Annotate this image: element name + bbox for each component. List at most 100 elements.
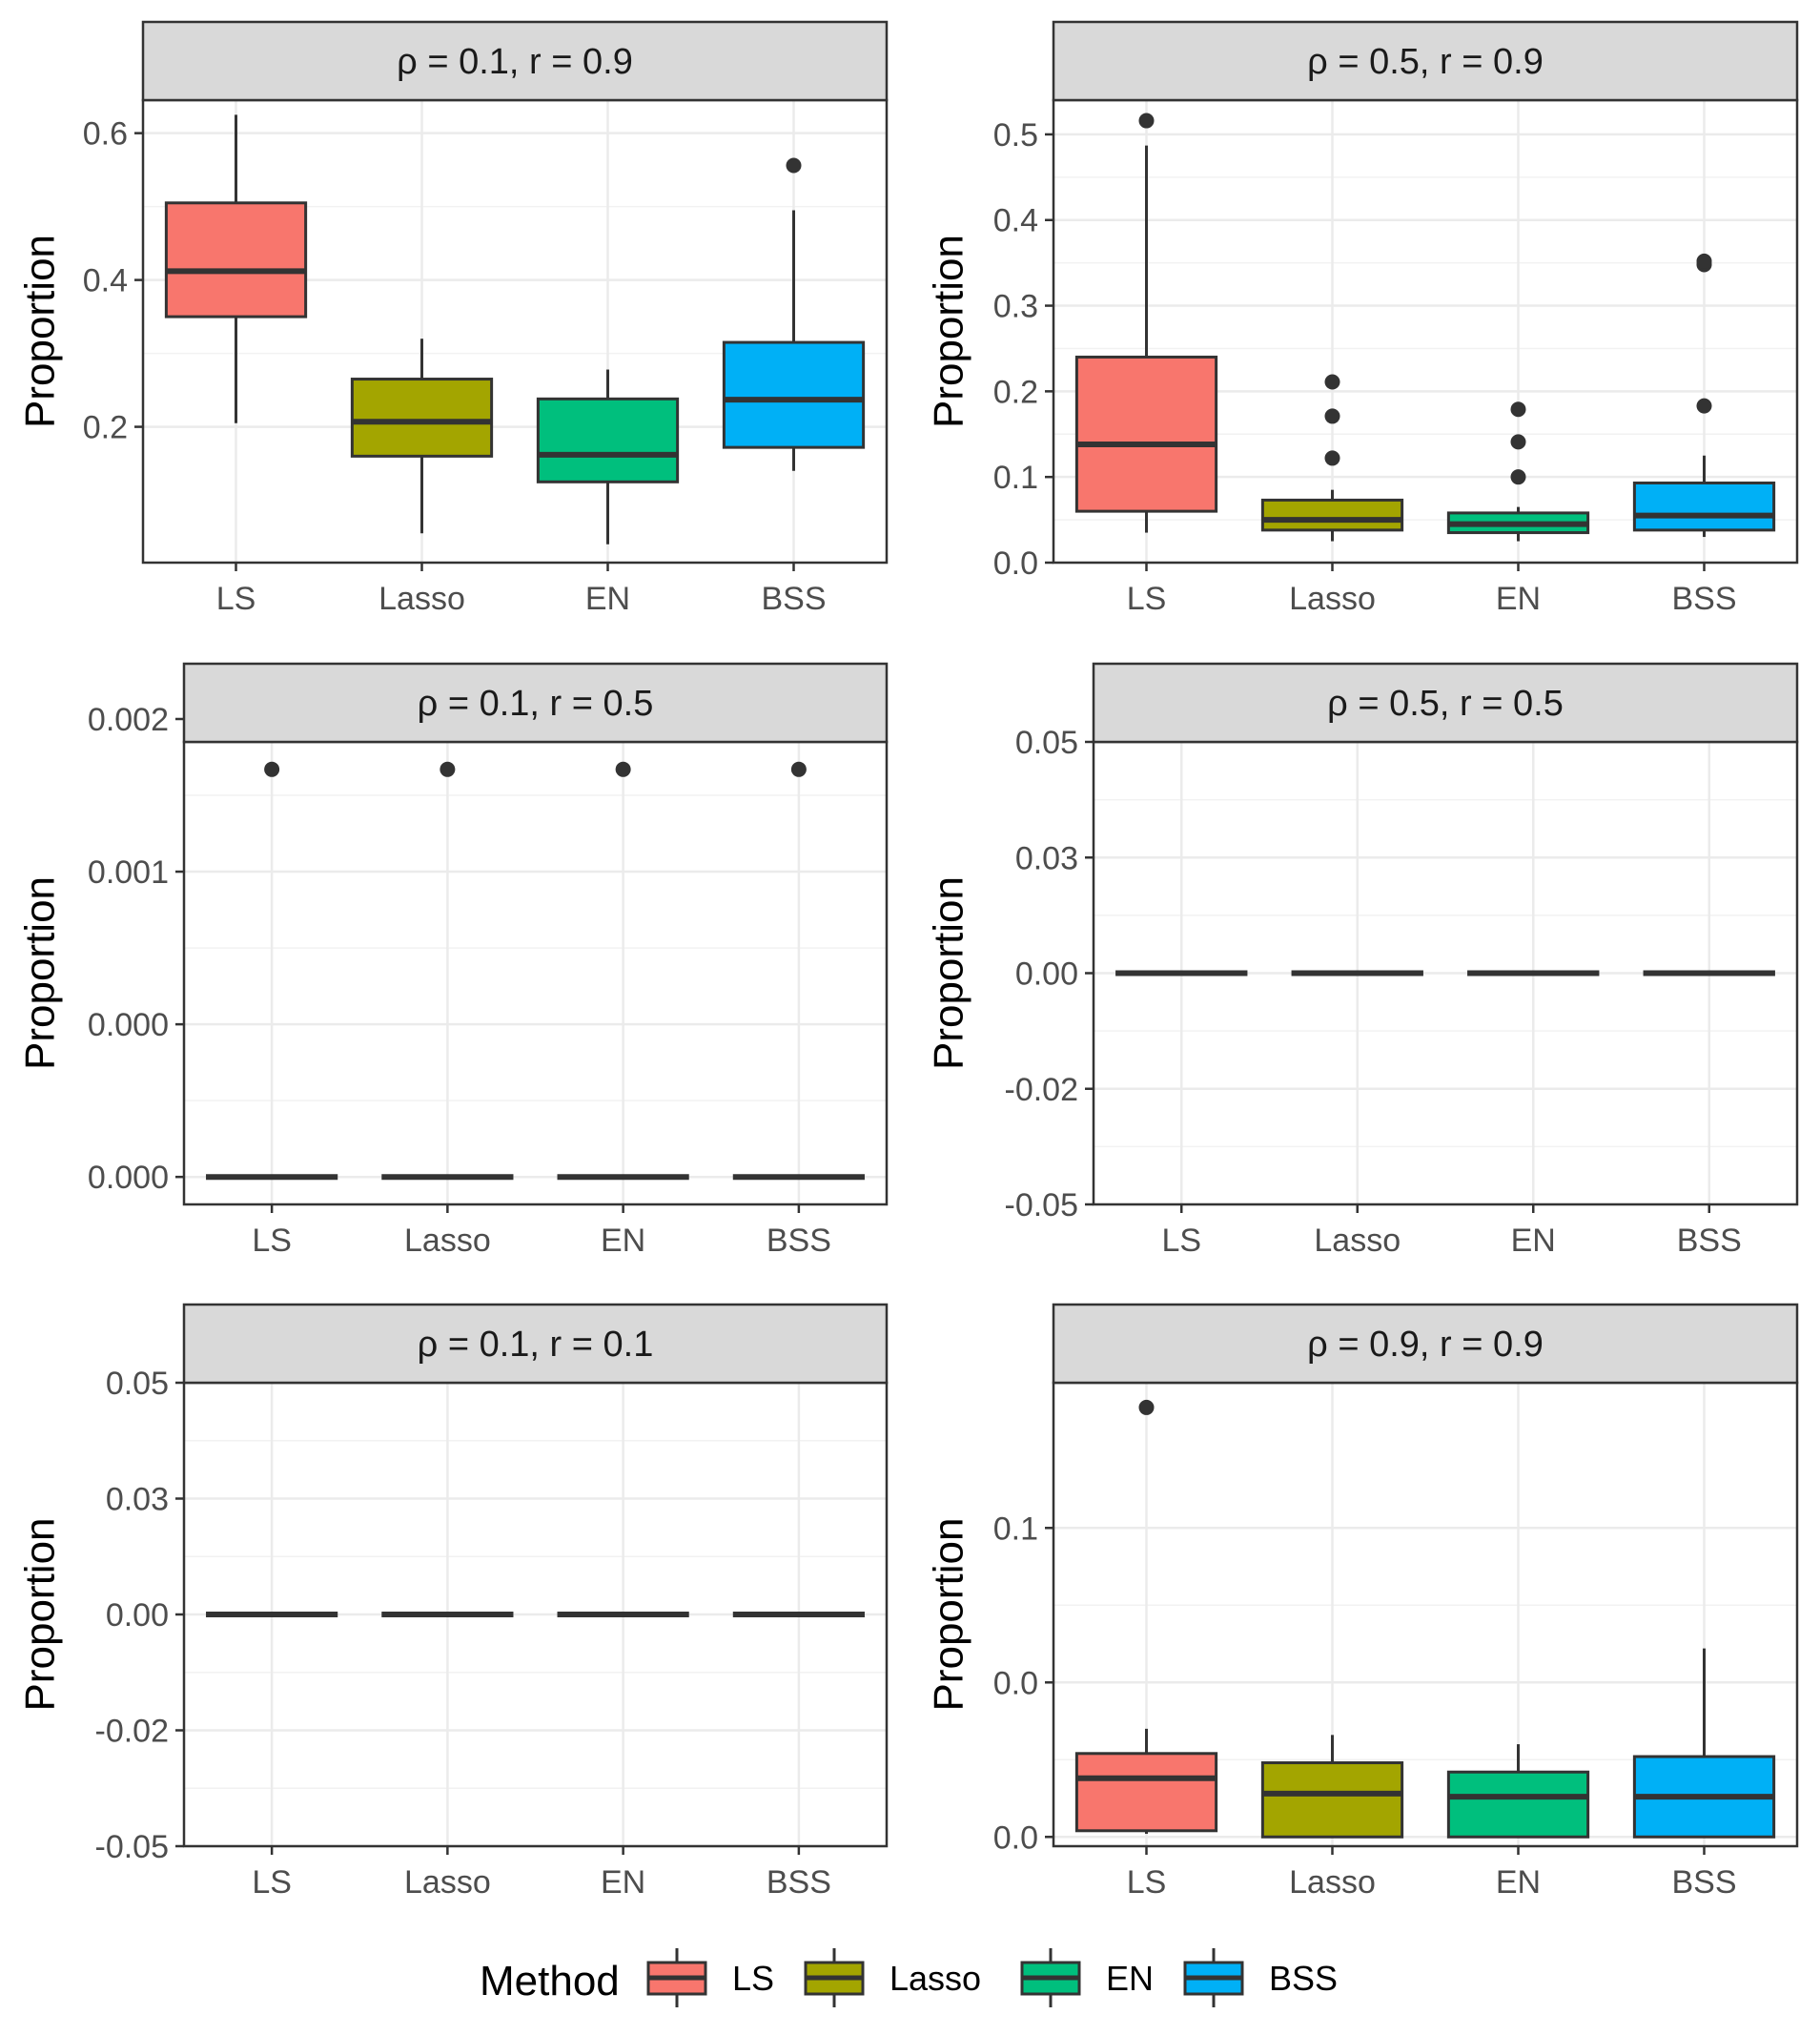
box-ls [164, 114, 308, 423]
facet-panel-6: ρ = 0.9, r = 0.9 0.0 0.0 0.1 LS Lasso EN BSS Pro… [926, 1303, 1799, 1901]
box-ls [1074, 113, 1218, 533]
y-tick-label: 0.03 [1015, 840, 1078, 876]
outlier-point [1324, 450, 1340, 466]
box-iqr [536, 397, 680, 483]
y-tick-label: 0.000 [88, 1007, 169, 1043]
legend-label-en: EN [1106, 1959, 1154, 1998]
y-tick-label: -0.05 [95, 1829, 170, 1865]
box-iqr [1260, 498, 1404, 532]
strip-background [1052, 1303, 1799, 1385]
x-tick-label-lasso: Lasso [404, 1864, 491, 1901]
legend-key-lasso: Lasso [804, 1948, 981, 2007]
y-axis-title: Proportion [926, 235, 972, 428]
y-axis-title: Proportion [926, 876, 972, 1070]
outlier-point [1696, 398, 1712, 414]
box-iqr [164, 201, 308, 319]
box-en [1446, 1744, 1590, 1839]
outlier-point [786, 157, 802, 174]
y-tick-label: 0.001 [88, 854, 169, 891]
legend-label-bss: BSS [1269, 1959, 1338, 1998]
box-lasso [1260, 374, 1404, 542]
strip-label: ρ = 0.9, r = 0.9 [1307, 1325, 1544, 1365]
x-tick-label-lasso: Lasso [1314, 1223, 1401, 1259]
box-en [536, 369, 680, 545]
outlier-point [1324, 374, 1340, 390]
y-tick-label: 0.00 [1015, 956, 1078, 993]
plot-background [143, 100, 887, 563]
y-tick-label: -0.02 [1005, 1072, 1079, 1108]
y-tick-label: 0.0 [993, 545, 1038, 582]
facet-panel-2: ρ = 0.5, r = 0.9 0.0 0.1 0.2 0.3 0.4 0.5 LS Lass… [926, 20, 1799, 617]
y-tick-label: 0.1 [993, 1511, 1038, 1547]
x-tick-label-lasso: Lasso [1289, 581, 1376, 617]
y-axis-title: Proportion [17, 235, 64, 428]
y-tick-label: 0.2 [83, 410, 128, 446]
outlier-point [1696, 253, 1712, 269]
x-tick-label-lasso: Lasso [404, 1223, 491, 1259]
box-bss [1632, 253, 1776, 538]
box-lasso [350, 339, 494, 534]
x-tick-label-ls: LS [252, 1864, 292, 1901]
strip-background [1052, 20, 1799, 102]
facet-panel-4: ρ = 0.5, r = 0.5 -0.05 -0.02 0.00 0.03 0.05 LS… [926, 662, 1799, 1259]
y-tick-label: 0.6 [83, 116, 128, 153]
outlier-point [1138, 113, 1155, 129]
y-tick-label: 0.1 [993, 460, 1038, 496]
y-tick-label: 0.2 [993, 374, 1038, 410]
x-tick-label-ls: LS [216, 581, 256, 617]
strip-label: ρ = 0.1, r = 0.5 [418, 684, 654, 724]
y-axis-title: Proportion [926, 1517, 972, 1711]
x-tick-label-ls: LS [1127, 581, 1167, 617]
outlier-point [1510, 434, 1526, 450]
x-tick-label-en: EN [1511, 1223, 1556, 1259]
box-iqr [1074, 1752, 1218, 1833]
y-tick-label: 0.0 [993, 1819, 1038, 1856]
facet-panels: ρ = 0.1, r = 0.9 0.2 0.4 0.6 LS Lasso EN BSS Pro… [17, 20, 1799, 1901]
y-tick-label: 0.0 [993, 1665, 1038, 1701]
strip-background [182, 662, 889, 744]
outlier-point [1138, 1399, 1155, 1415]
y-tick-label: 0.5 [993, 117, 1038, 154]
box-bss [1632, 1648, 1776, 1839]
y-tick-label: -0.02 [95, 1714, 170, 1750]
x-tick-label-lasso: Lasso [1289, 1864, 1376, 1901]
y-tick-label: 0.4 [83, 263, 128, 299]
y-axis-title: Proportion [17, 876, 64, 1070]
strip-label: ρ = 0.5, r = 0.5 [1327, 684, 1564, 724]
box-lasso [1260, 1735, 1404, 1839]
plot-background [184, 742, 887, 1204]
box-ls [1074, 1399, 1218, 1835]
strip-label: ρ = 0.5, r = 0.9 [1307, 42, 1544, 82]
y-tick-label: 0.00 [106, 1597, 169, 1634]
outlier-point [1324, 408, 1340, 424]
x-tick-label-en: EN [585, 581, 630, 617]
strip-label: ρ = 0.1, r = 0.9 [397, 42, 633, 82]
box-en [1446, 401, 1590, 542]
x-tick-label-bss: BSS [1677, 1223, 1742, 1259]
x-tick-label-bss: BSS [1671, 1864, 1736, 1901]
outlier-point [790, 761, 807, 777]
legend-label-ls: LS [732, 1959, 774, 1998]
strip-background [1092, 662, 1799, 744]
strip-background [141, 20, 889, 102]
legend-label-lasso: Lasso [890, 1959, 981, 1998]
outlier-point [1510, 469, 1526, 485]
legend-key-en: EN [1020, 1948, 1154, 2007]
y-tick-label: 0.3 [993, 289, 1038, 325]
box-iqr [1446, 1770, 1590, 1839]
box-bss [722, 157, 866, 471]
strip-background [182, 1303, 889, 1385]
facet-panel-3: ρ = 0.1, r = 0.5 0.000 0.000 0.001 0.002 LS La… [17, 662, 889, 1259]
legend-key-ls: LS [646, 1948, 774, 2007]
box-ls [206, 761, 338, 1181]
y-tick-label: 0.002 [88, 702, 169, 738]
x-tick-label-ls: LS [1161, 1223, 1201, 1259]
box-iqr [350, 378, 494, 458]
y-tick-label: 0.05 [106, 1366, 169, 1402]
legend-key-bss: BSS [1183, 1948, 1338, 2007]
box-iqr [1632, 481, 1776, 532]
facet-panel-1: ρ = 0.1, r = 0.9 0.2 0.4 0.6 LS Lasso EN BSS Pro… [17, 20, 889, 617]
y-tick-label: -0.05 [1005, 1187, 1079, 1223]
y-axis-title: Proportion [17, 1517, 64, 1711]
